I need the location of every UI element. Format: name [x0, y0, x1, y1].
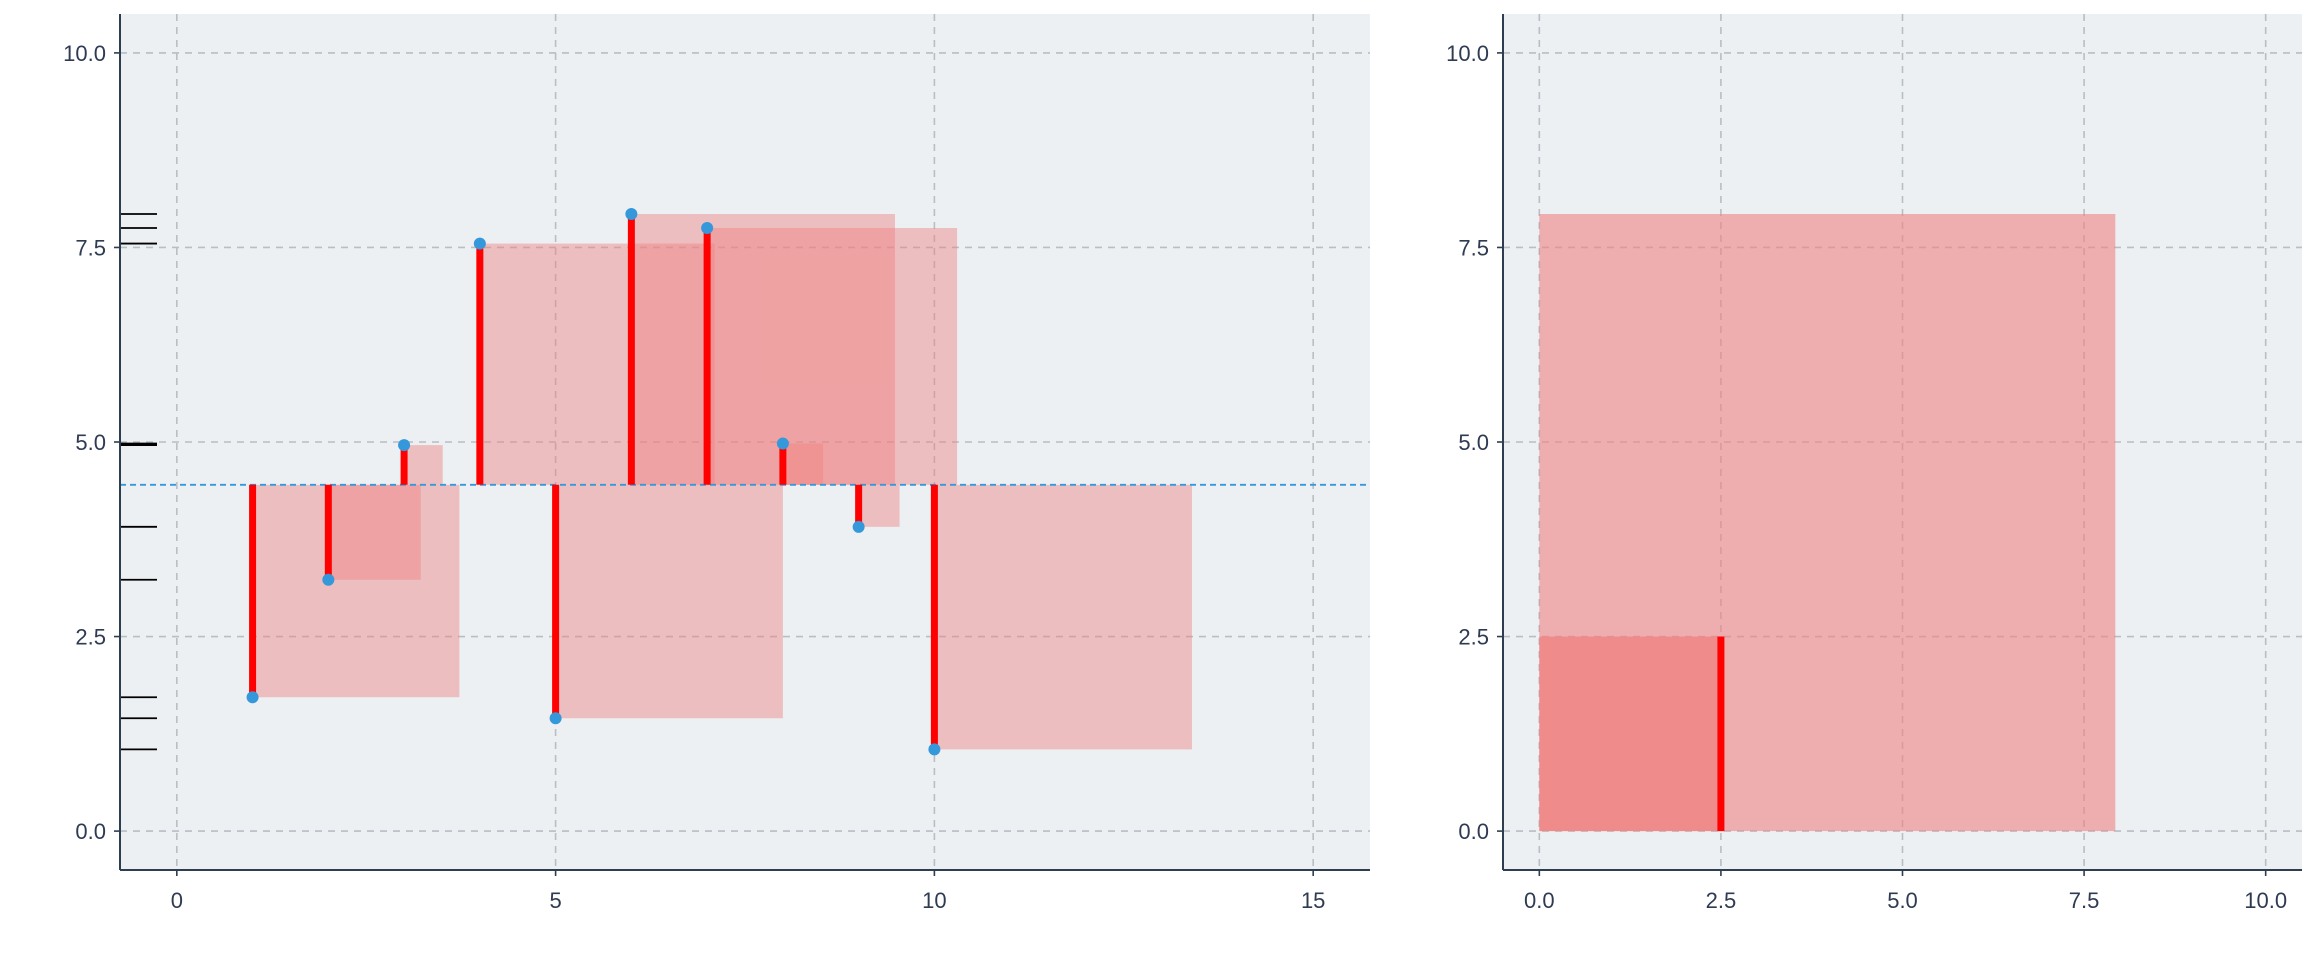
data-point — [246, 691, 259, 704]
residual-square — [404, 445, 443, 485]
residual-square — [934, 484, 1192, 750]
data-point — [549, 712, 562, 725]
summary-square — [1539, 636, 1721, 832]
right-x-tick-label: 7.5 — [2069, 888, 2100, 913]
residual-square — [328, 484, 421, 580]
data-point — [473, 237, 486, 250]
residual-square — [631, 213, 895, 485]
residual-square — [479, 243, 715, 485]
left-y-tick-label: 5.0 — [75, 430, 106, 455]
left-x-tick-label: 5 — [549, 888, 561, 913]
left-marks-layer — [120, 207, 1370, 756]
right-x-tick-label: 5.0 — [1887, 888, 1918, 913]
right-x-tick-label: 2.5 — [1706, 888, 1737, 913]
left-x-tick-label: 10 — [922, 888, 946, 913]
right-y-tick-label: 2.5 — [1458, 625, 1489, 650]
residual-square — [858, 484, 900, 527]
data-point — [852, 520, 865, 533]
left-y-tick-label: 2.5 — [75, 625, 106, 650]
data-point — [776, 437, 789, 450]
right-y-tick-label: 0.0 — [1458, 819, 1489, 844]
right-y-tick-label: 5.0 — [1458, 430, 1489, 455]
right-y-tick-label: 7.5 — [1458, 235, 1489, 260]
residual-square — [252, 484, 460, 698]
right-y-tick-label: 10.0 — [1446, 41, 1489, 66]
residual-square — [555, 484, 783, 719]
data-point — [625, 207, 638, 220]
left-y-tick-label: 10.0 — [63, 41, 106, 66]
right-x-tick-label: 0.0 — [1524, 888, 1555, 913]
left-y-tick-label: 7.5 — [75, 235, 106, 260]
left-x-tick-label: 0 — [171, 888, 183, 913]
residual-square — [707, 228, 958, 485]
right-chart-panel: 0.0 2.5 5.0 7.5 10.0 0.0 2.5 5.0 7.5 10.0 — [1446, 14, 2302, 913]
residual-square — [782, 443, 824, 485]
right-x-tick-label: 10.0 — [2244, 888, 2287, 913]
data-point — [398, 439, 411, 452]
data-point — [322, 573, 335, 586]
left-chart-panel: 0 5 10 15 0.0 2.5 5.0 7.5 10.0 — [63, 14, 1370, 913]
data-point — [701, 222, 714, 234]
left-y-tick-label: 0.0 — [75, 819, 106, 844]
data-point — [928, 743, 941, 756]
left-x-tick-label: 15 — [1301, 888, 1325, 913]
